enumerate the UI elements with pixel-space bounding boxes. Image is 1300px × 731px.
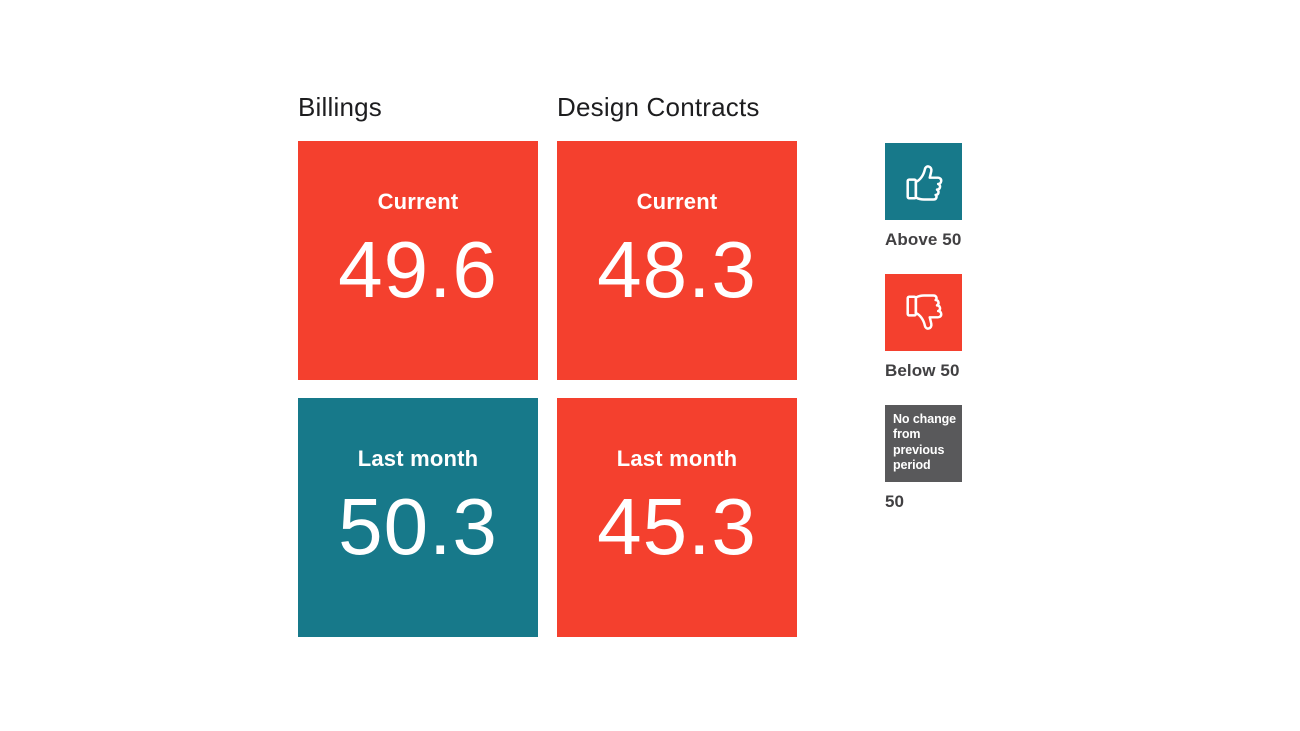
kpi-value: 48.3 (597, 225, 757, 314)
legend-item-no-change: No change from previous period 50 (885, 405, 975, 512)
kpi-tile-billings-last-month: Last month 50.3 (298, 398, 538, 637)
column-header-billings: Billings (298, 92, 382, 122)
kpi-tile-grid: Current 49.6 Current 48.3 Last month 50.… (298, 141, 797, 637)
column-headers: Billings Design Contracts (298, 92, 797, 123)
kpi-tile-design-contracts-last-month: Last month 45.3 (557, 398, 797, 637)
legend-label-50: 50 (885, 492, 905, 511)
kpi-value: 45.3 (597, 482, 757, 571)
legend-box-above-50 (885, 143, 962, 220)
legend-label-below-50: Below 50 (885, 361, 960, 380)
period-label: Last month (357, 446, 479, 471)
legend-box-no-change: No change from previous period (885, 405, 962, 482)
thumbs-up-icon (901, 159, 947, 205)
kpi-tile-design-contracts-current: Current 48.3 (557, 141, 797, 380)
legend: Above 50 Below 50 No change from previou… (885, 143, 975, 536)
period-label: Last month (616, 446, 738, 471)
legend-item-below-50: Below 50 (885, 274, 975, 381)
kpi-tile-billings-current: Current 49.6 (298, 141, 538, 380)
legend-box-below-50 (885, 274, 962, 351)
period-label: Current (636, 189, 718, 214)
thumbs-down-icon (901, 290, 947, 336)
kpi-value: 50.3 (338, 482, 498, 571)
column-header-design-contracts: Design Contracts (557, 92, 760, 122)
no-change-box-text: No change from previous period (893, 412, 956, 472)
kpi-value: 49.6 (338, 225, 498, 314)
period-label: Current (377, 189, 459, 214)
legend-item-above-50: Above 50 (885, 143, 975, 250)
legend-label-above-50: Above 50 (885, 230, 962, 249)
